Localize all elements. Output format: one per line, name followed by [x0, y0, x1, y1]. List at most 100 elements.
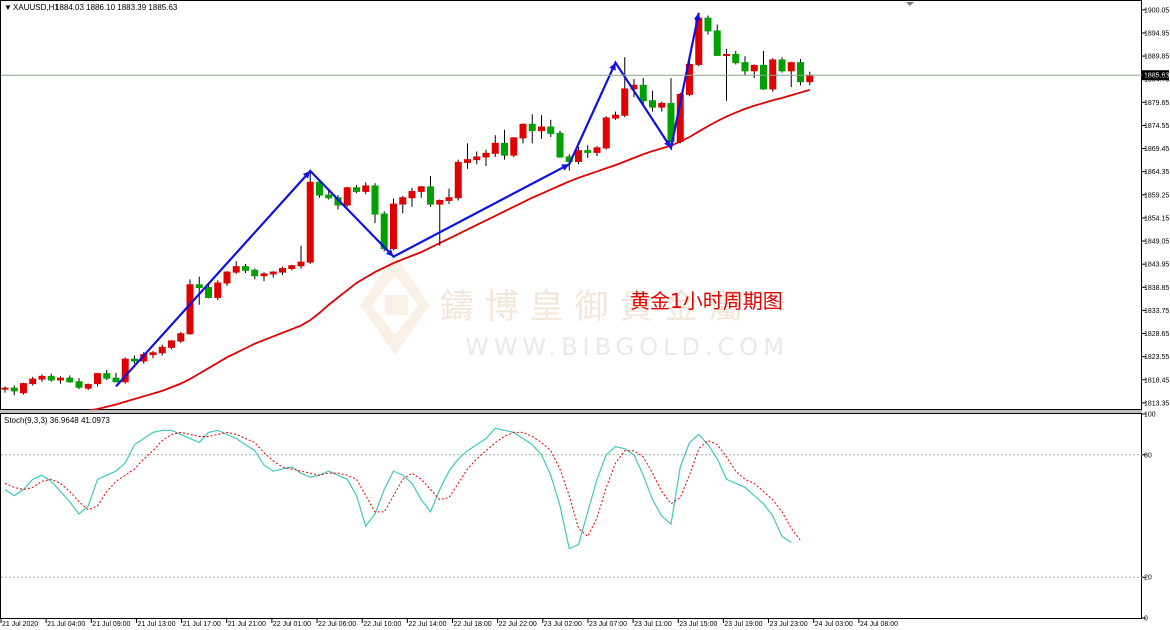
- candle-body-up: [491, 142, 499, 154]
- time-axis: 21 Jul 2020 21 Jul 04:00 21 Jul 09:00 21 Ju…: [0, 619, 898, 628]
- candle: [288, 264, 296, 271]
- candle-body-down: [547, 126, 555, 134]
- candle: [131, 355, 138, 364]
- trend-arrowhead: [609, 62, 616, 71]
- candle-body-up: [575, 150, 582, 162]
- candle-body-up: [473, 156, 481, 161]
- candle-body-down: [325, 194, 333, 199]
- shift-marker-icon[interactable]: [906, 2, 914, 6]
- candle: [29, 376, 37, 386]
- candle: [399, 195, 407, 214]
- price-tick-label: 1900.05: [1144, 7, 1169, 14]
- time-tick-label: 21 Jul 2020: [2, 621, 38, 628]
- time-tick-label: 22 Jul 18:00: [454, 621, 492, 628]
- candle: [704, 15, 712, 35]
- panel-separator[interactable]: [0, 410, 1142, 413]
- candle-body-down: [528, 123, 536, 132]
- stoch-panel: Stoch(9,3,3) 36.9648 41.0973: [0, 413, 1142, 619]
- stoch-tick-label: 20: [1144, 575, 1152, 582]
- ma-line: [4, 88, 811, 429]
- price-tick-label: 1869.45: [1144, 146, 1169, 153]
- candle: [242, 263, 249, 273]
- price-tick-label: 1884.75: [1144, 77, 1169, 84]
- candle-body-down: [704, 17, 712, 32]
- candle-body-up: [612, 114, 619, 119]
- candle: [66, 375, 74, 383]
- price-tick-label: 1894.95: [1144, 30, 1169, 37]
- time-tick-label: 22 Jul 06:00: [318, 621, 356, 628]
- candle: [547, 119, 555, 137]
- candle-body-down: [639, 84, 647, 102]
- candle: [667, 78, 675, 143]
- candle: [538, 115, 545, 139]
- candle-body-down: [195, 284, 203, 289]
- candle: [121, 357, 129, 384]
- candle-body-down: [10, 387, 18, 392]
- watermark-cn: 鑄 博 皇 御 貴 金 屬: [440, 287, 743, 327]
- time-tick-label: 23 Jul 02:00: [544, 621, 582, 628]
- time-tick-label: 21 Jul 17:00: [183, 621, 221, 628]
- trend-lines-layer: [115, 12, 701, 388]
- candle: [445, 188, 453, 205]
- candle: [149, 350, 157, 359]
- candle: [473, 151, 481, 165]
- price-axis: 1900.05 1894.95 1889.85 1884.75 1879.65 1874.…: [1142, 7, 1169, 407]
- candle-body-down: [556, 132, 564, 158]
- price-tick-label: 1843.95: [1144, 262, 1169, 269]
- candle: [269, 271, 277, 278]
- stoch-tick-label: 100: [1144, 412, 1156, 419]
- candle: [362, 182, 370, 195]
- time-tick-label: 24 Jul 03:00: [815, 621, 853, 628]
- stoch-tick-label: 0: [1144, 616, 1148, 623]
- candle-body-up: [94, 373, 101, 385]
- candle: [279, 266, 286, 275]
- current-price-tag: [1142, 70, 1169, 81]
- candle: [390, 198, 397, 251]
- stoch-axis: 100 80 20 0: [1142, 412, 1156, 623]
- candle: [482, 149, 490, 167]
- candle: [168, 340, 175, 350]
- candle: [649, 90, 656, 112]
- candle-body-down: [242, 266, 249, 271]
- time-tick-label: 23 Jul 23:00: [770, 621, 808, 628]
- time-tick-label: 21 Jul 13:00: [137, 621, 175, 628]
- candle-body-up: [723, 53, 730, 56]
- candle-body-up: [177, 333, 185, 342]
- candle: [602, 116, 610, 150]
- candle-body-up: [223, 271, 231, 284]
- candle-body-down: [66, 377, 74, 383]
- candle-body-up: [750, 64, 758, 72]
- candle-body-down: [205, 287, 212, 298]
- candle: [195, 276, 203, 305]
- candle: [750, 64, 758, 79]
- candle: [427, 175, 434, 207]
- candle: [103, 370, 111, 380]
- candle-body-up: [84, 384, 92, 389]
- candle-body-up: [279, 267, 286, 273]
- candle: [84, 383, 92, 390]
- candle: [436, 199, 444, 246]
- chart-header-arrow: ▼: [4, 3, 12, 12]
- candle: [57, 376, 64, 384]
- candle-body-up: [510, 137, 518, 156]
- candle-body-up: [38, 375, 46, 380]
- current-price-label: 1885.63: [1144, 73, 1169, 80]
- candles-layer: [1, 12, 814, 396]
- time-tick-label: 23 Jul 19:00: [724, 621, 762, 628]
- candle: [612, 111, 619, 120]
- candle: [306, 169, 314, 264]
- candle: [639, 78, 647, 106]
- candle-body-up: [482, 152, 490, 158]
- candle-body-up: [621, 88, 629, 116]
- candle-body-up: [769, 59, 777, 90]
- candle-body-up: [149, 352, 157, 356]
- candle-body-up: [186, 284, 194, 335]
- candle: [621, 57, 629, 118]
- candle: [47, 373, 55, 382]
- candle: [575, 146, 582, 165]
- candle-body-up: [269, 271, 277, 275]
- candle: [787, 61, 795, 88]
- candle-body-up: [260, 273, 268, 277]
- price-tick-label: 1859.25: [1144, 192, 1169, 199]
- time-tick-label: 22 Jul 22:00: [499, 621, 537, 628]
